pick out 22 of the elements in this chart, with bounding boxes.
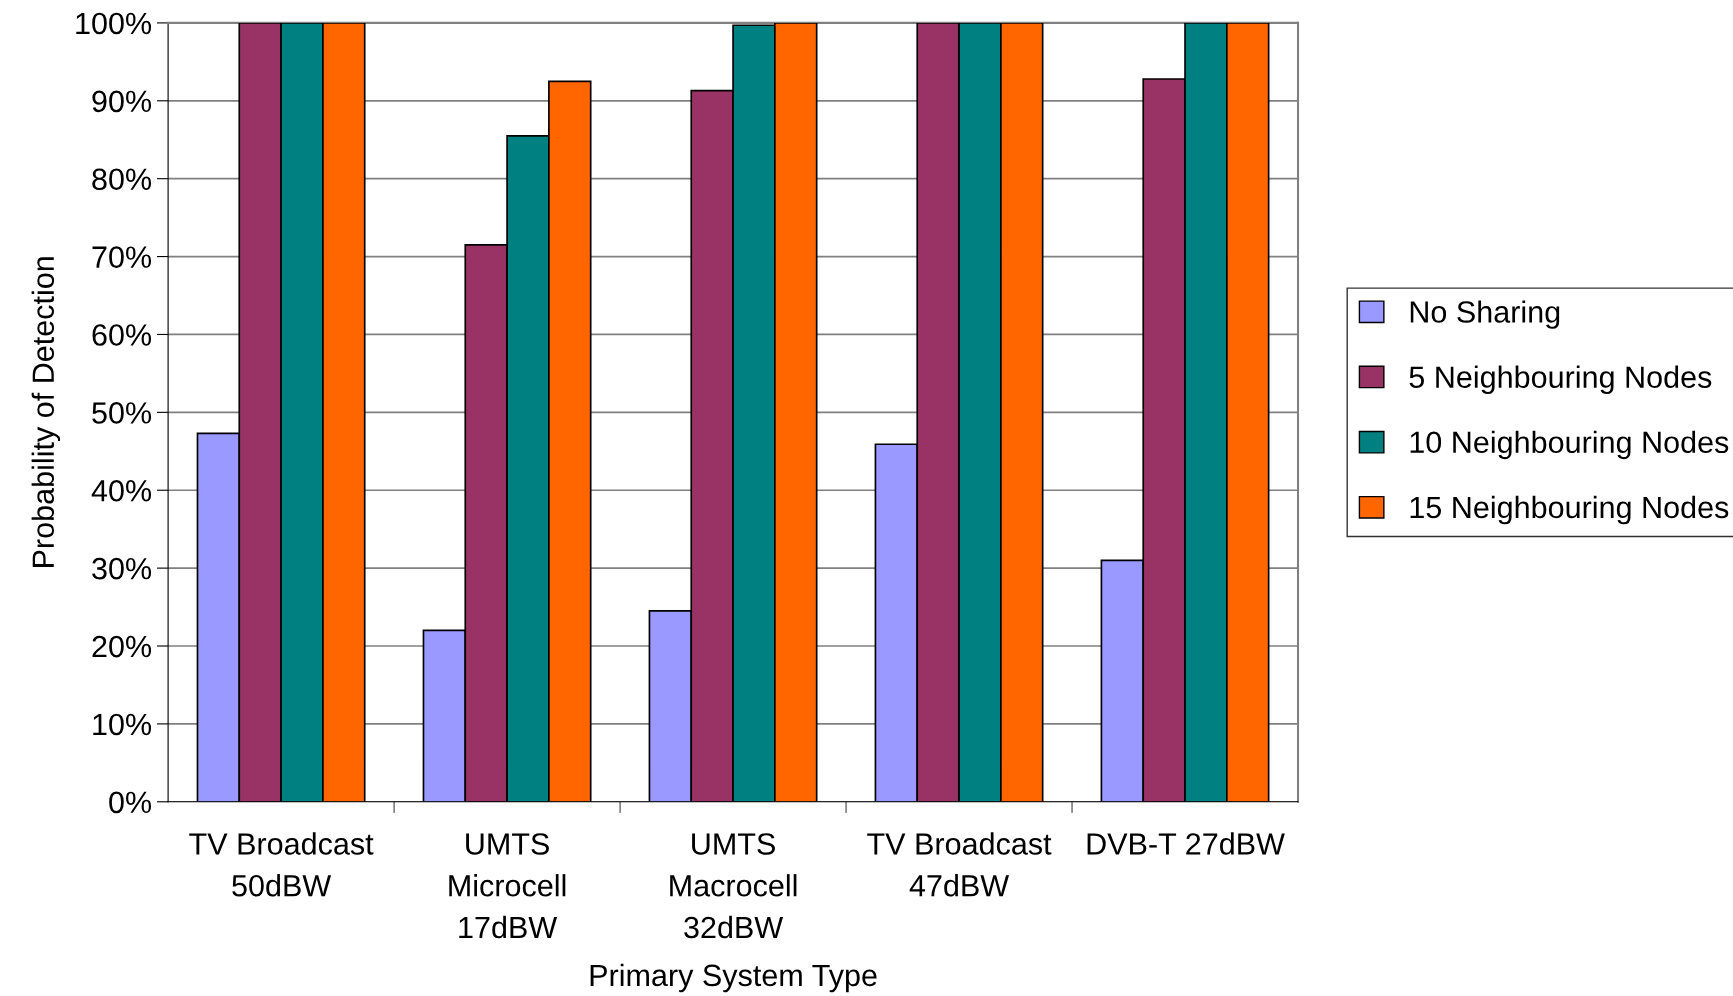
legend-label: 15 Neighbouring Nodes bbox=[1410, 495, 1729, 525]
y-tick-label: 10% bbox=[93, 713, 152, 736]
y-tick-label: 80% bbox=[92, 168, 152, 191]
y-tick-label: 20% bbox=[92, 635, 152, 658]
y-tick-label: 70% bbox=[92, 246, 152, 268]
x-tick-label: DVB-T 27dBW bbox=[1087, 832, 1285, 855]
legend-label: 5 Neighbouring Nodes bbox=[1409, 365, 1712, 395]
y-tick-label: 50% bbox=[92, 402, 152, 424]
x-tick-label: UMTS Microcell 17dBW bbox=[449, 833, 566, 939]
y-tick-label: 100% bbox=[76, 12, 152, 35]
legend-label: 10 Neighbouring Nodes bbox=[1410, 430, 1729, 460]
y-tick-label: 40% bbox=[91, 479, 152, 502]
x-tick-label: TV Broadcast 50dBW bbox=[189, 832, 374, 897]
y-axis-title: Probability of Detection bbox=[31, 257, 61, 567]
x-axis-title: Primary System Type bbox=[590, 963, 877, 993]
y-tick-label: 30% bbox=[92, 557, 152, 580]
y-tick-label: 60% bbox=[92, 324, 152, 346]
y-tick-label: 0% bbox=[109, 791, 152, 814]
x-tick-label: TV Broadcast 47dBW bbox=[867, 832, 1052, 897]
legend-label: No Sharing bbox=[1410, 300, 1560, 329]
y-tick-label: 90% bbox=[92, 90, 152, 113]
x-tick-label: UMTS Macrocell 32dBW bbox=[670, 833, 797, 939]
